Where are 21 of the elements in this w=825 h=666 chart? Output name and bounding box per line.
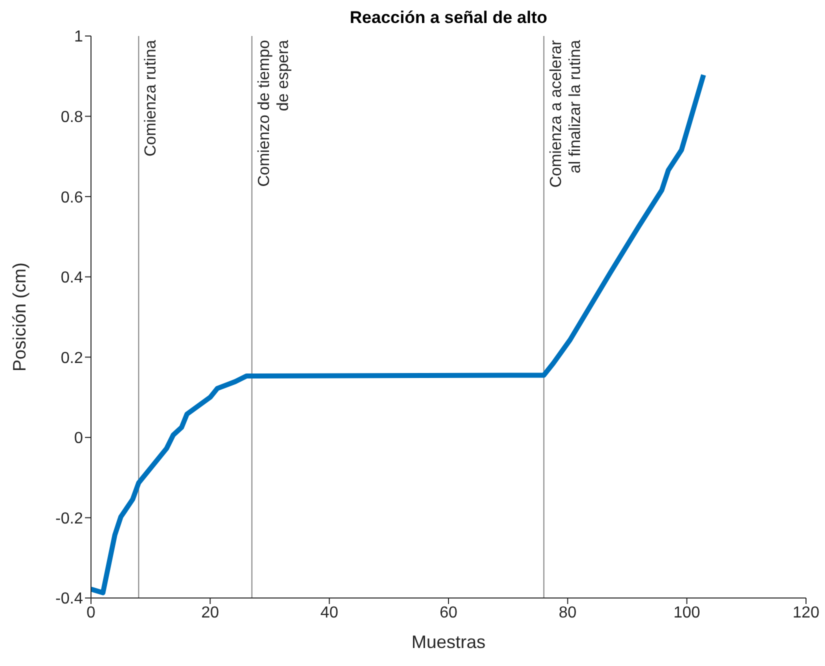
y-tick-label: 0.4 bbox=[60, 270, 84, 287]
x-tick-label: 0 bbox=[86, 604, 96, 622]
x-tick-label: 80 bbox=[558, 604, 577, 622]
y-tick-label: 0.2 bbox=[60, 350, 84, 367]
ref-line-label: Comienza a acelerar al finalizar la rutina bbox=[548, 39, 584, 188]
ref-line-label: Comienza rutina bbox=[142, 40, 160, 156]
y-tick-label: -0.4 bbox=[55, 590, 84, 608]
y-tick-label: 0 bbox=[74, 430, 84, 448]
x-axis-title: Muestras bbox=[411, 632, 486, 652]
chart-title: Reacción a señal de alto bbox=[348, 8, 548, 28]
y-axis-title: Posición (cm) bbox=[9, 262, 30, 372]
y-tick-label: -0.2 bbox=[55, 510, 84, 528]
x-tick-label: 60 bbox=[440, 604, 458, 622]
x-tick-label: 100 bbox=[673, 604, 700, 622]
y-tick-label: 1 bbox=[74, 28, 84, 46]
x-tick-label: 120 bbox=[792, 604, 820, 622]
x-tick-label: 20 bbox=[201, 604, 220, 622]
y-tick-label: 0.6 bbox=[60, 189, 84, 206]
y-tick-label: 0.8 bbox=[60, 108, 84, 126]
ref-line-label: Comienzo de tiempo de espera bbox=[256, 40, 292, 187]
x-tick-label: 40 bbox=[320, 604, 338, 622]
